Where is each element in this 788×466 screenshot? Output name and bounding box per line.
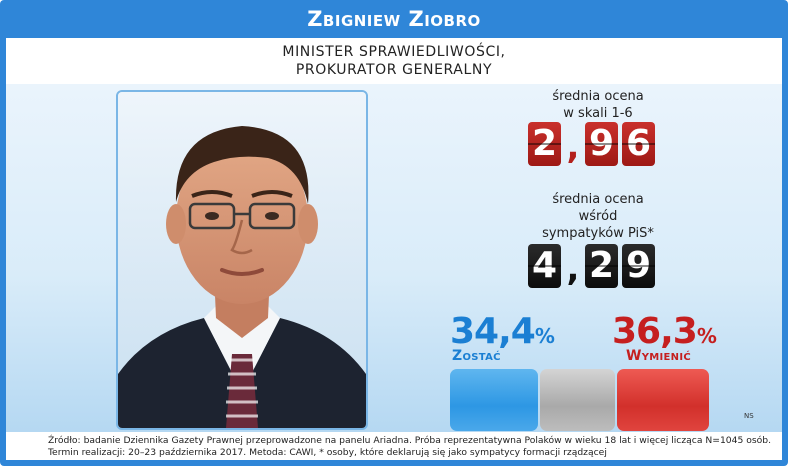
stay-bar (450, 369, 538, 431)
rating-pis-digit-2: 2 (585, 244, 618, 288)
person-name: Zbigniew Ziobro (307, 7, 481, 31)
stay-percentage: 34,4% (450, 312, 555, 356)
replace-label: Wymienić (626, 348, 692, 364)
rating-pis-digit-1: 4 (528, 244, 561, 288)
ns-label: NS (744, 412, 754, 420)
stay-unit: % (534, 324, 555, 348)
rating-all-label: średnia ocena w skali 1-6 (532, 88, 664, 122)
rating-pis-label: średnia ocena wśród sympatyków PiS* (532, 191, 664, 242)
stay-label: Zostać (452, 348, 501, 364)
source-line-1: Źródło: badanie Dziennika Gazety Prawnej… (48, 435, 772, 446)
rating-pis-comma: , (566, 249, 580, 289)
replace-bar (617, 369, 709, 431)
rating-all-digit-1: 2 (528, 122, 561, 166)
replace-value: 36,3 (612, 311, 698, 352)
rating-pis-score: 4 , 2 9 (528, 244, 655, 289)
rating-pis-digit-3: 9 (622, 244, 655, 288)
rating-pis-label-line-1: średnia ocena (552, 192, 644, 207)
stay-value: 34,4 (450, 311, 536, 352)
position-line-2: PROKURATOR GENERALNY (295, 62, 493, 78)
portrait-illustration (118, 92, 366, 428)
replace-unit: % (696, 324, 717, 348)
rating-all-score: 2 , 9 6 (528, 122, 655, 167)
rating-all-digit-3: 6 (622, 122, 655, 166)
position-title: MINISTER SPRAWIEDLIWOŚCI, PROKURATOR GEN… (6, 38, 782, 84)
source-line-2: Termin realizacji: 20–23 października 20… (48, 447, 607, 458)
rating-pis-label-line-3: sympatyków PiS* (542, 226, 654, 241)
undecided-bar (540, 369, 615, 431)
rating-all-digit-2: 9 (585, 122, 618, 166)
rating-all-label-line-1: średnia ocena (552, 89, 644, 104)
header: Zbigniew Ziobro (0, 0, 788, 38)
rating-all-label-line-2: w skali 1-6 (563, 106, 633, 121)
rating-all-comma: , (566, 127, 580, 167)
rating-pis-label-line-2: wśród (578, 209, 618, 224)
position-line-1: MINISTER SPRAWIEDLIWOŚCI, (282, 44, 506, 60)
replace-percentage: 36,3% (612, 312, 717, 356)
source-footer: Źródło: badanie Dziennika Gazety Prawnej… (6, 432, 782, 460)
portrait-photo (116, 90, 368, 430)
